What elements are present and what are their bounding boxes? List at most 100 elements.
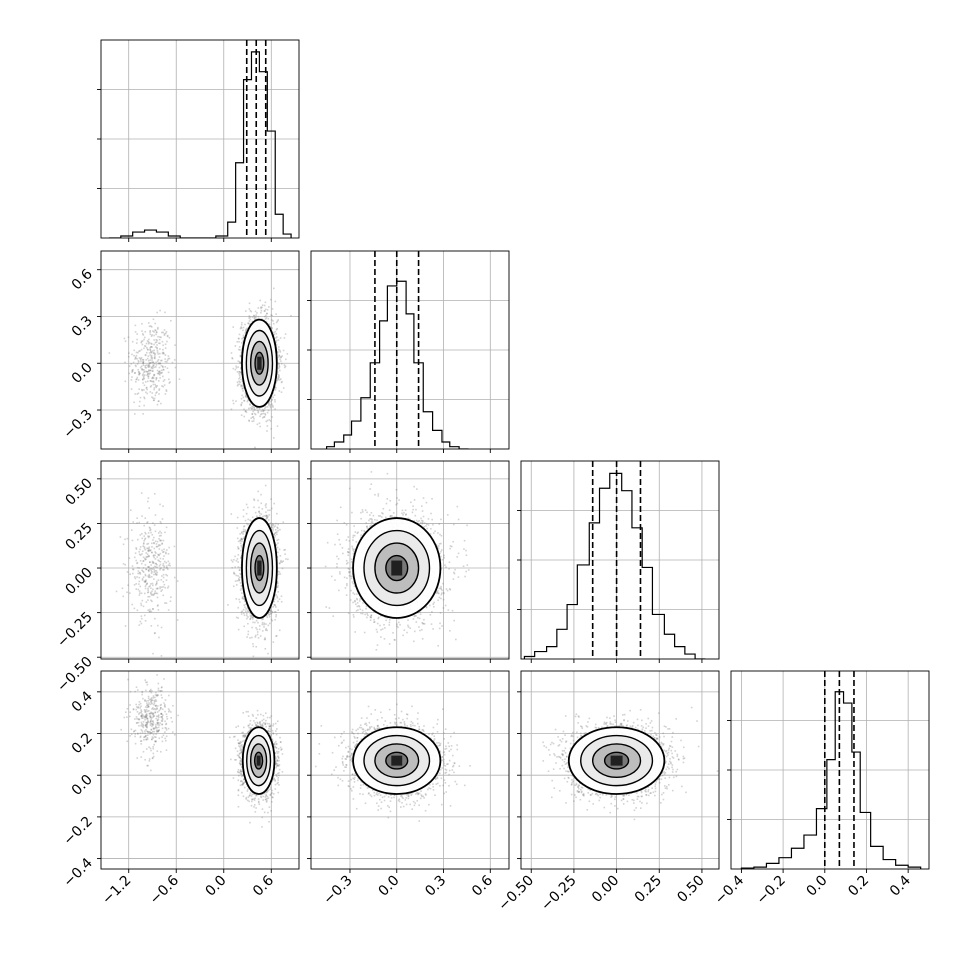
scatter-point bbox=[146, 392, 149, 395]
scatter-point bbox=[149, 549, 152, 551]
scatter-point bbox=[162, 594, 165, 597]
scatter-point bbox=[158, 372, 161, 375]
scatter-point bbox=[253, 506, 255, 509]
scatter-point bbox=[274, 400, 276, 403]
scatter-point bbox=[244, 395, 247, 397]
scatter-point bbox=[168, 357, 171, 360]
scatter-point bbox=[157, 609, 160, 611]
scatter-point bbox=[132, 361, 135, 364]
scatter-point bbox=[152, 381, 155, 383]
scatter-point bbox=[154, 551, 156, 553]
scatter-point bbox=[239, 376, 241, 379]
scatter-point bbox=[150, 575, 153, 578]
scatter-point bbox=[158, 342, 160, 344]
scatter-point bbox=[168, 382, 171, 384]
scatter-point bbox=[162, 351, 164, 354]
scatter-point bbox=[265, 314, 267, 317]
scatter-point bbox=[156, 545, 158, 548]
scatter-point bbox=[148, 546, 151, 549]
hist-bin-2 bbox=[547, 647, 557, 659]
scatter-point bbox=[143, 377, 145, 380]
scatter-point bbox=[150, 346, 152, 348]
scatter-point bbox=[165, 526, 168, 529]
scatter-point bbox=[160, 522, 162, 525]
scatter-point bbox=[140, 365, 143, 368]
scatter-point bbox=[161, 542, 164, 545]
scatter-point bbox=[278, 356, 280, 358]
scatter-point bbox=[264, 637, 266, 639]
scatter-point bbox=[232, 399, 234, 402]
scatter-point bbox=[156, 592, 159, 595]
scatter-point bbox=[150, 346, 152, 348]
scatter-point bbox=[276, 373, 279, 375]
scatter-point bbox=[231, 566, 233, 569]
scatter-point bbox=[151, 551, 153, 554]
scatter-point bbox=[269, 610, 272, 613]
scatter-point bbox=[262, 618, 265, 620]
scatter-point bbox=[151, 600, 153, 603]
scatter-point bbox=[130, 529, 133, 531]
scatter-point bbox=[151, 370, 154, 372]
scatter-point bbox=[149, 372, 151, 375]
scatter-point bbox=[245, 329, 247, 331]
scatter-point bbox=[270, 314, 273, 316]
scatter-point bbox=[139, 396, 142, 399]
scatter-point bbox=[244, 392, 247, 394]
scatter-point bbox=[138, 350, 140, 353]
scatter-point bbox=[142, 545, 145, 547]
scatter-point bbox=[166, 359, 169, 362]
hist-bin-3 bbox=[352, 421, 361, 449]
scatter-point bbox=[122, 595, 125, 598]
scatter-point bbox=[160, 532, 163, 534]
scatter-point bbox=[167, 587, 169, 589]
scatter-point bbox=[277, 379, 279, 381]
scatter-point bbox=[244, 519, 247, 522]
scatter-point bbox=[249, 617, 252, 619]
scatter-point bbox=[276, 425, 279, 427]
scatter-point bbox=[148, 362, 151, 365]
scatter-point bbox=[278, 366, 281, 368]
scatter-point bbox=[153, 542, 155, 545]
scatter-point bbox=[232, 585, 235, 588]
scatter-point bbox=[257, 410, 260, 413]
scatter-point bbox=[136, 363, 139, 365]
scatter-point bbox=[146, 388, 148, 391]
scatter-point bbox=[147, 366, 150, 368]
scatter-point bbox=[249, 618, 251, 621]
scatter-point bbox=[155, 545, 158, 548]
scatter-point bbox=[153, 593, 156, 595]
scatter-point bbox=[153, 632, 156, 635]
scatter-point bbox=[254, 413, 257, 416]
scatter-point bbox=[145, 568, 147, 571]
scatter-point bbox=[277, 348, 280, 351]
scatter-point bbox=[151, 590, 153, 593]
scatter-point bbox=[257, 315, 260, 318]
scatter-point bbox=[156, 587, 159, 590]
scatter-point bbox=[249, 318, 252, 321]
scatter-point bbox=[250, 417, 253, 419]
scatter-point bbox=[165, 565, 168, 567]
scatter-point bbox=[144, 580, 146, 582]
scatter-point bbox=[238, 598, 240, 601]
scatter-point bbox=[263, 407, 266, 410]
scatter-point bbox=[156, 540, 159, 543]
scatter-point bbox=[136, 566, 139, 569]
scatter-point bbox=[141, 332, 144, 335]
scatter-point bbox=[148, 548, 150, 550]
scatter-point bbox=[137, 361, 140, 363]
panel-frame bbox=[520, 460, 720, 660]
scatter-point bbox=[258, 506, 260, 509]
scatter-point bbox=[146, 357, 149, 360]
scatter-point bbox=[154, 383, 156, 386]
scatter-point bbox=[131, 565, 134, 567]
scatter-point bbox=[142, 373, 144, 375]
scatter-point bbox=[160, 586, 163, 588]
scatter-point bbox=[232, 367, 235, 370]
scatter-point bbox=[144, 558, 147, 561]
scatter-point bbox=[152, 397, 154, 400]
scatter-point bbox=[166, 574, 169, 577]
scatter-point bbox=[240, 403, 243, 406]
scatter-point bbox=[138, 372, 141, 375]
scatter-point bbox=[126, 537, 129, 540]
scatter-point bbox=[276, 350, 279, 353]
